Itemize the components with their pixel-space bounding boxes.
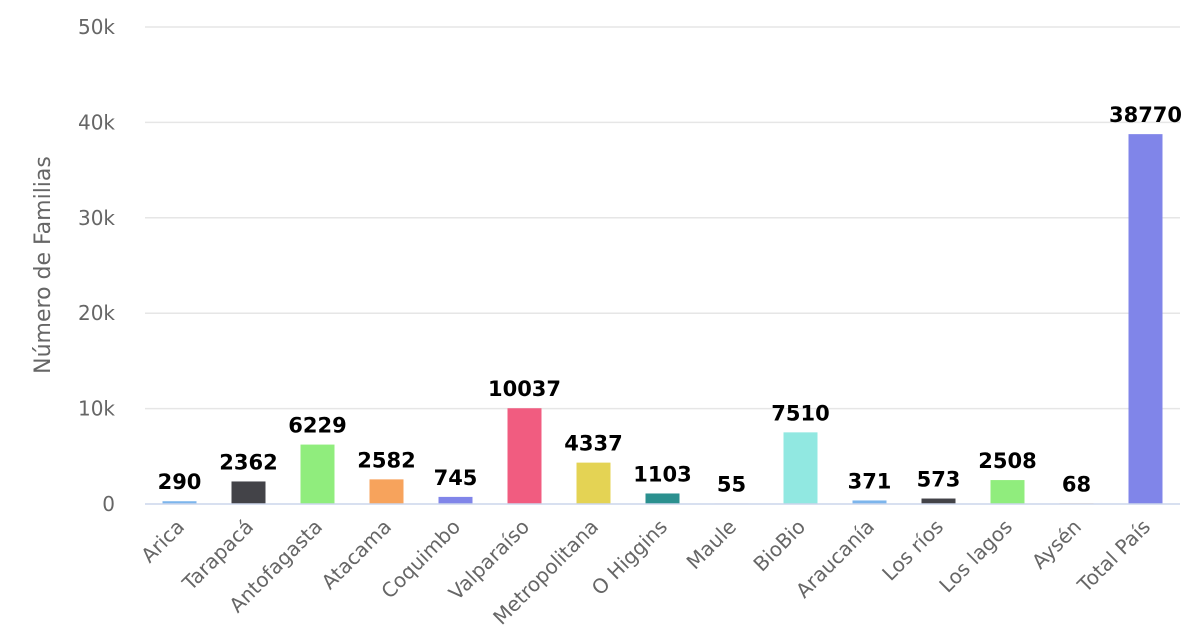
x-tick-label: Maule: [682, 515, 741, 574]
bars: [162, 134, 1163, 504]
x-tick-label: Total País: [1072, 515, 1155, 598]
data-label: 6229: [288, 414, 346, 438]
data-label: 10037: [488, 377, 561, 401]
data-label: 7510: [771, 401, 829, 425]
y-tick-label: 10k: [78, 397, 115, 421]
bar: [921, 498, 956, 504]
bar: [1128, 134, 1163, 504]
data-label: 68: [1062, 472, 1091, 496]
bar: [162, 501, 197, 504]
bar: [990, 480, 1025, 504]
x-tick-label: O Higgins: [587, 515, 672, 600]
data-labels: 290 2362 6229 2582 745 10037 4337 1103 55 7510 371…: [158, 103, 1182, 496]
data-label: 38770: [1109, 103, 1182, 127]
gridlines: [145, 26, 1180, 410]
y-tick-label: 30k: [78, 206, 115, 230]
y-tick-label: 0: [102, 492, 115, 516]
x-tick-label: Aysén: [1027, 515, 1086, 574]
bar: [438, 496, 473, 504]
data-label: 290: [158, 470, 202, 494]
bar: [852, 500, 887, 504]
x-axis-categories: AricaTarapacáAntofagastaAtacamaCoquimboV…: [136, 515, 1155, 630]
data-label: 1103: [633, 462, 691, 486]
x-tick-label: BioBio: [748, 515, 810, 577]
data-label: 4337: [564, 432, 622, 456]
data-label: 573: [917, 468, 961, 492]
data-label: 745: [434, 466, 478, 490]
bar: [300, 444, 335, 504]
bar: [507, 408, 542, 504]
y-axis-label: Número de Familias: [31, 156, 56, 374]
y-axis-ticks: 0 10k 20k 30k 40k 50k: [78, 15, 115, 516]
x-tick-label: Los ríos: [877, 515, 948, 586]
bar: [645, 493, 680, 504]
x-tick-label: Los lagos: [934, 515, 1017, 598]
data-label: 55: [717, 472, 746, 496]
data-label: 371: [848, 469, 892, 493]
data-label: 2508: [978, 449, 1036, 473]
x-tick-label: Arica: [136, 515, 189, 568]
bar: [231, 481, 266, 504]
bar: [369, 479, 404, 504]
bar: [576, 462, 611, 504]
bar: [783, 432, 818, 504]
y-tick-label: 20k: [78, 301, 115, 325]
y-tick-label: 50k: [78, 15, 115, 39]
y-tick-label: 40k: [78, 110, 115, 134]
data-label: 2362: [219, 450, 277, 474]
data-label: 2582: [357, 448, 415, 472]
